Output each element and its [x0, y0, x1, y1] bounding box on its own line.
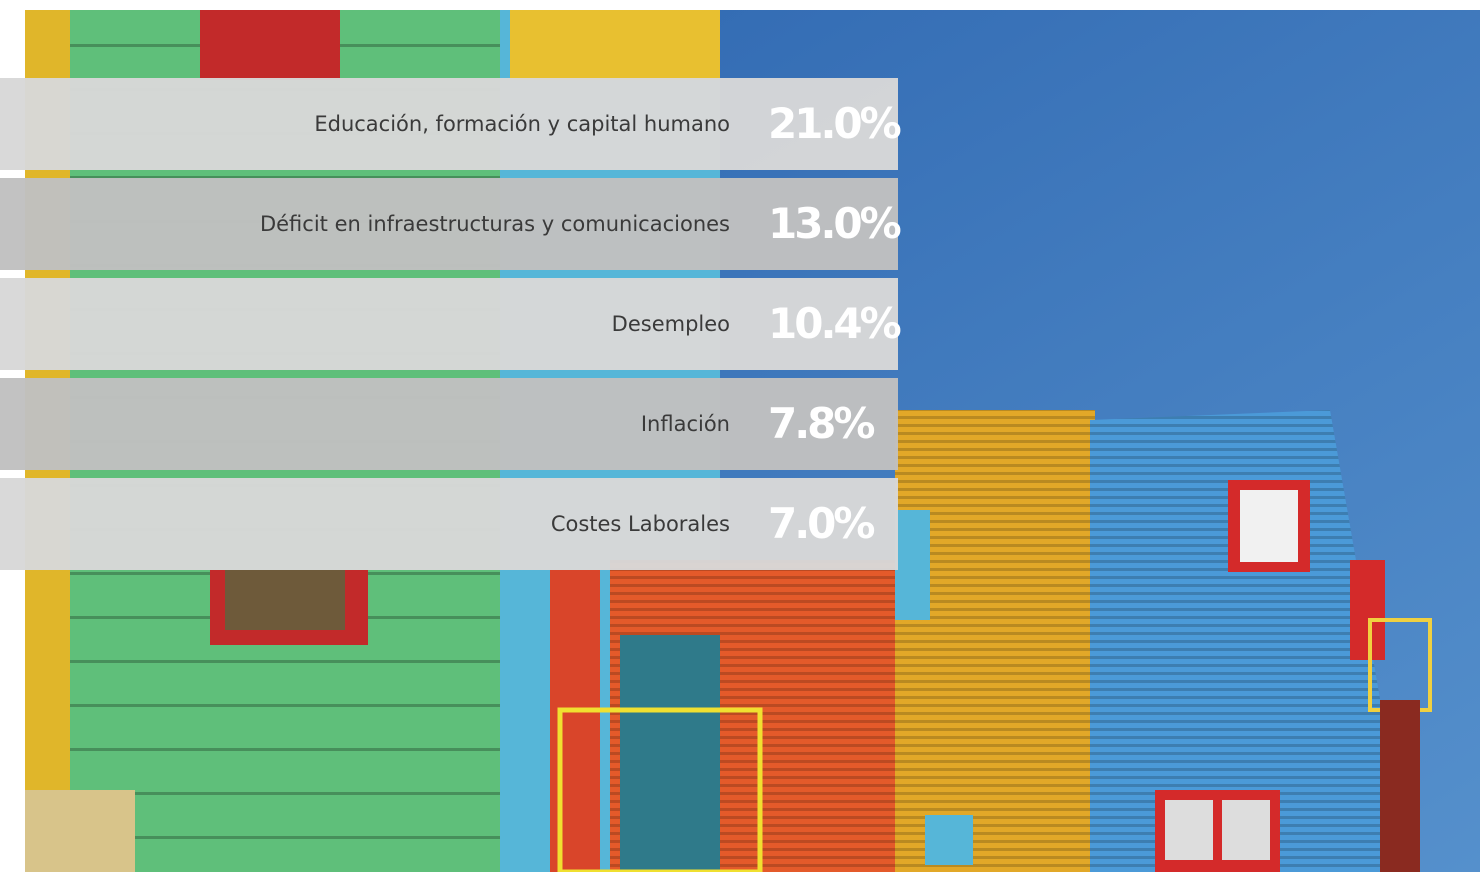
row-list: Educación, formación y capital humano 21.…: [0, 78, 898, 578]
row: Educación, formación y capital humano 21.…: [0, 78, 898, 170]
row-value: 10.4%: [768, 278, 899, 370]
row: Déficit en infraestructuras y comunicaci…: [0, 178, 898, 270]
row-value: 13.0%: [768, 178, 899, 270]
row: Desempleo 10.4%: [0, 278, 898, 370]
row: Costes Laborales 7.0%: [0, 478, 898, 570]
page: Educación, formación y capital humano 21.…: [0, 0, 1480, 872]
row-value: 7.8%: [768, 378, 872, 470]
row: Inflación 7.8%: [0, 378, 898, 470]
row-label: Inflación: [641, 378, 730, 470]
row-label: Déficit en infraestructuras y comunicaci…: [260, 178, 730, 270]
row-value: 21.0%: [768, 78, 899, 170]
row-value: 7.0%: [768, 478, 872, 570]
row-label: Desempleo: [612, 278, 730, 370]
row-label: Educación, formación y capital humano: [314, 78, 730, 170]
row-label: Costes Laborales: [551, 478, 730, 570]
